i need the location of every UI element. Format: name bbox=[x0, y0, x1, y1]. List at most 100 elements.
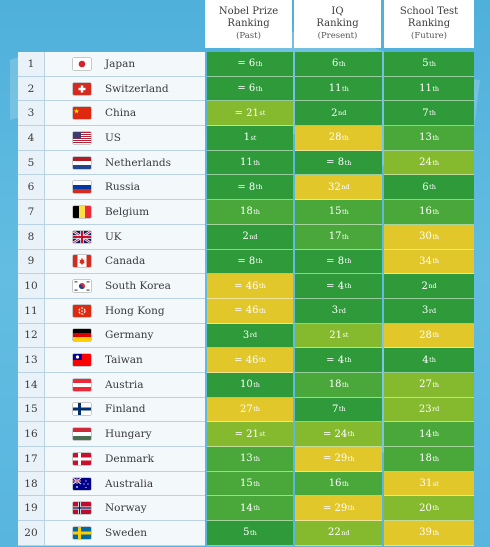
rank-value: 23 bbox=[418, 403, 432, 415]
rank-value: 15 bbox=[328, 206, 342, 218]
australia-flag-icon bbox=[72, 477, 91, 490]
rank-value: 1 bbox=[243, 132, 250, 144]
rank-suffix: th bbox=[432, 454, 440, 463]
rank-number: 2 bbox=[18, 76, 45, 102]
rank-value: 3 bbox=[331, 305, 339, 317]
rank-value: 4 bbox=[422, 354, 429, 366]
rank-value: = 21 bbox=[234, 107, 259, 119]
rank-value: 34 bbox=[419, 255, 432, 267]
rank-value: 5 bbox=[422, 58, 429, 70]
rank-value: = 4 bbox=[326, 354, 345, 366]
country-cell: Germany bbox=[44, 323, 205, 349]
rank-value: = 24 bbox=[322, 428, 348, 440]
rank-value: 30 bbox=[419, 231, 432, 243]
country-cell: Finland bbox=[44, 397, 205, 423]
rank-suffix: th bbox=[342, 380, 349, 389]
rank-suffix: nd bbox=[341, 528, 350, 537]
rank-value: = 46 bbox=[234, 280, 259, 292]
rank-number: 15 bbox=[18, 397, 45, 423]
rank-suffix: nd bbox=[338, 109, 347, 118]
rank-suffix: th bbox=[347, 430, 355, 439]
rank-number: 3 bbox=[18, 101, 45, 127]
rank-suffix: th bbox=[250, 528, 257, 537]
rank-suffix: th bbox=[342, 84, 349, 93]
header-nobel-line2: Ranking bbox=[227, 18, 270, 29]
rank-suffix: th bbox=[432, 232, 440, 241]
rank-suffix: th bbox=[432, 528, 440, 537]
rank-suffix: th bbox=[432, 257, 440, 266]
country-cell: Switzerland bbox=[44, 76, 205, 102]
rank-value: 17 bbox=[328, 231, 342, 243]
rank-number: 8 bbox=[18, 224, 45, 250]
hong-kong-flag-icon bbox=[72, 304, 91, 317]
header-school-line2: Ranking bbox=[407, 18, 451, 29]
rank-suffix: th bbox=[255, 59, 263, 68]
country-cell: South Korea bbox=[44, 274, 205, 299]
rank-suffix: th bbox=[253, 479, 260, 488]
norway-flag-icon bbox=[72, 502, 91, 515]
rank-suffix: th bbox=[338, 59, 346, 68]
canada-flag-icon bbox=[72, 255, 91, 268]
country-cell: China bbox=[44, 101, 205, 127]
header-nobel-line3: (Past) bbox=[236, 31, 261, 41]
rank-suffix: th bbox=[344, 257, 352, 266]
rank-suffix: rd bbox=[428, 306, 437, 315]
rank-value: 2 bbox=[421, 280, 428, 292]
header-school-line3: (Future) bbox=[411, 31, 447, 41]
rank-number: 5 bbox=[18, 150, 45, 176]
country-name: Russia bbox=[104, 181, 141, 194]
rank-suffix: th bbox=[338, 405, 346, 414]
rank-suffix: th bbox=[429, 59, 436, 68]
china-flag-icon bbox=[72, 107, 91, 120]
country-name: Germany bbox=[104, 329, 154, 342]
country-name: Australia bbox=[104, 477, 154, 490]
rank-value: 18 bbox=[419, 453, 432, 465]
country-name: South Korea bbox=[104, 280, 171, 293]
rank-value: = 29 bbox=[322, 502, 348, 514]
country-name: Taiwan bbox=[104, 354, 143, 367]
rank-suffix: th bbox=[347, 504, 355, 513]
rank-suffix: th bbox=[432, 430, 440, 439]
rank-suffix: th bbox=[258, 282, 266, 291]
rank-value: 6 bbox=[331, 58, 339, 70]
rank-value: 27 bbox=[419, 379, 432, 391]
country-cell: UK bbox=[44, 224, 205, 250]
rank-value: 18 bbox=[328, 379, 342, 391]
japan-flag-icon bbox=[72, 57, 91, 70]
rank-number: 6 bbox=[18, 175, 45, 201]
uk-flag-icon bbox=[72, 230, 91, 243]
country-name: Belgium bbox=[104, 205, 150, 218]
rank-number: 4 bbox=[18, 126, 45, 151]
rank-value: 7 bbox=[422, 107, 429, 119]
rank-number: 11 bbox=[18, 298, 45, 324]
rank-suffix: st bbox=[259, 109, 266, 118]
rank-suffix: th bbox=[255, 183, 263, 192]
country-name: UK bbox=[104, 230, 122, 243]
